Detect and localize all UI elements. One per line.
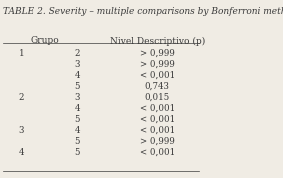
Text: 2: 2 — [75, 49, 80, 58]
Text: 3: 3 — [75, 60, 80, 69]
Text: 1: 1 — [19, 49, 24, 58]
Text: > 0,999: > 0,999 — [140, 137, 175, 146]
Text: 2: 2 — [19, 93, 24, 102]
Text: Grupo: Grupo — [31, 36, 60, 45]
Text: < 0,001: < 0,001 — [140, 126, 175, 135]
Text: 0,743: 0,743 — [145, 82, 170, 91]
Text: 5: 5 — [75, 115, 80, 124]
Text: 5: 5 — [75, 148, 80, 157]
Text: 5: 5 — [75, 137, 80, 146]
Text: 4: 4 — [75, 126, 80, 135]
Text: 3: 3 — [19, 126, 24, 135]
Text: 4: 4 — [75, 71, 80, 80]
Text: 4: 4 — [19, 148, 24, 157]
Text: > 0,999: > 0,999 — [140, 60, 175, 69]
Text: TABLE 2. Severity – multiple comparisons by Bonferroni method.: TABLE 2. Severity – multiple comparisons… — [3, 7, 283, 16]
Text: < 0,001: < 0,001 — [140, 115, 175, 124]
Text: < 0,001: < 0,001 — [140, 148, 175, 157]
Text: Nivel Descriptivo (p): Nivel Descriptivo (p) — [110, 36, 205, 46]
Text: > 0,999: > 0,999 — [140, 49, 175, 58]
Text: 5: 5 — [75, 82, 80, 91]
Text: 4: 4 — [75, 104, 80, 113]
Text: < 0,001: < 0,001 — [140, 104, 175, 113]
Text: 0,015: 0,015 — [145, 93, 170, 102]
Text: < 0,001: < 0,001 — [140, 71, 175, 80]
Text: 3: 3 — [75, 93, 80, 102]
